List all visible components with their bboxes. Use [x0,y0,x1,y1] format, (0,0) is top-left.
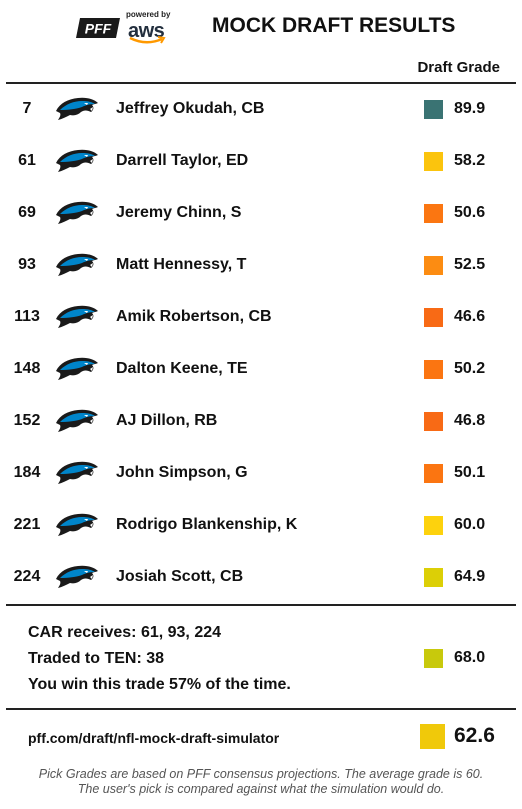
player-name: John Simpson, G [116,464,248,481]
player-name: Jeffrey Okudah, CB [116,100,265,117]
pick-number: 152 [13,412,41,429]
trade-summary: CAR receives: 61, 93, 224 Traded to TEN:… [28,620,488,698]
pick-row: 93 Matt Hennessy, T 52.5 [0,240,522,292]
pick-grade: 89.9 [454,100,486,117]
pick-number: 93 [18,256,36,273]
pick-row: 7 Jeffrey Okudah, CB 89.9 [0,84,522,136]
total-grade: 62.6 [454,724,495,747]
grade-swatch [424,152,443,171]
pick-row: 224 Josiah Scott, CB 64.9 [0,552,522,604]
carolina-panthers-icon [54,355,100,383]
grade-swatch [424,412,443,431]
pff-logo-text: PFF [85,21,112,37]
pick-number: 61 [18,152,36,169]
grade-swatch [424,100,443,119]
pick-row: 113 Amik Robertson, CB 46.6 [0,292,522,344]
pick-number: 221 [13,516,41,533]
player-name: Amik Robertson, CB [116,308,272,325]
carolina-panthers-icon [54,199,100,227]
simulator-link[interactable]: pff.com/draft/nfl-mock-draft-simulator [28,730,280,746]
trade-divider [6,708,516,710]
trade-receives: CAR receives: 61, 93, 224 [28,624,222,641]
total-grade-swatch [420,724,445,749]
pick-row: 221 Rodrigo Blankenship, K 60.0 [0,500,522,552]
pick-grade: 58.2 [454,152,486,169]
trade-grade: 68.0 [454,649,486,666]
carolina-panthers-icon [54,459,100,487]
pick-grade: 50.2 [454,360,486,377]
pick-row: 184 John Simpson, G 50.1 [0,448,522,500]
pick-row: 69 Jeremy Chinn, S 50.6 [0,188,522,240]
pick-row: 148 Dalton Keene, TE 50.2 [0,344,522,396]
aws-badge: powered by aws [126,10,174,46]
pick-number: 69 [18,204,36,221]
player-name: Dalton Keene, TE [116,360,248,377]
player-name: Darrell Taylor, ED [116,152,249,169]
trade-traded-to: Traded to TEN: 38 [28,650,165,667]
footnote: Pick Grades are based on PFF consensus p… [0,767,522,797]
pff-logo-icon: PFF [76,18,120,38]
carolina-panthers-icon [54,251,100,279]
footnote-line-2: The user's pick is compared against what… [77,782,445,796]
pick-number: 184 [13,464,41,481]
header: PFF powered by aws MOCK DRAFT RESULTS Dr… [0,0,522,82]
grade-swatch [424,204,443,223]
powered-by-label: powered by [126,10,171,19]
picks-list: 7 Jeffrey Okudah, CB 89.9 61 Darrell Taylor,… [0,84,522,604]
carolina-panthers-icon [54,563,100,591]
draft-grade-column-header: Draft Grade [417,59,500,76]
pick-row: 152 AJ Dillon, RB 46.8 [0,396,522,448]
grade-swatch [424,360,443,379]
pick-grade: 60.0 [454,516,486,533]
pick-row: 61 Darrell Taylor, ED 58.2 [0,136,522,188]
player-name: AJ Dillon, RB [116,412,218,429]
pick-number: 7 [22,100,32,117]
player-name: Rodrigo Blankenship, K [116,516,298,533]
aws-logo-text: aws [128,20,165,42]
player-name: Jeremy Chinn, S [116,204,242,221]
pick-number: 148 [13,360,41,377]
player-name: Matt Hennessy, T [116,256,247,273]
pick-grade: 46.8 [454,412,486,429]
carolina-panthers-icon [54,511,100,539]
carolina-panthers-icon [54,147,100,175]
player-name: Josiah Scott, CB [116,568,244,585]
pick-number: 113 [14,308,40,325]
trade-grade-swatch [424,649,443,668]
pick-grade: 64.9 [454,568,486,585]
grade-swatch [424,568,443,587]
grade-swatch [424,516,443,535]
pick-grade: 50.6 [454,204,486,221]
grade-swatch [424,308,443,327]
header-divider [6,82,516,84]
page-title: MOCK DRAFT RESULTS [212,14,456,37]
aws-smile-icon [129,36,166,44]
pick-number: 224 [13,568,41,585]
carolina-panthers-icon [54,407,100,435]
footnote-line-1: Pick Grades are based on PFF consensus p… [38,767,484,781]
carolina-panthers-icon [54,303,100,331]
picks-divider [6,604,516,606]
carolina-panthers-icon [54,95,100,123]
pick-grade: 52.5 [454,256,486,273]
grade-swatch [424,464,443,483]
pick-grade: 46.6 [454,308,486,325]
trade-win-rate: You win this trade 57% of the time. [28,676,291,693]
grade-swatch [424,256,443,275]
pick-grade: 50.1 [454,464,486,481]
